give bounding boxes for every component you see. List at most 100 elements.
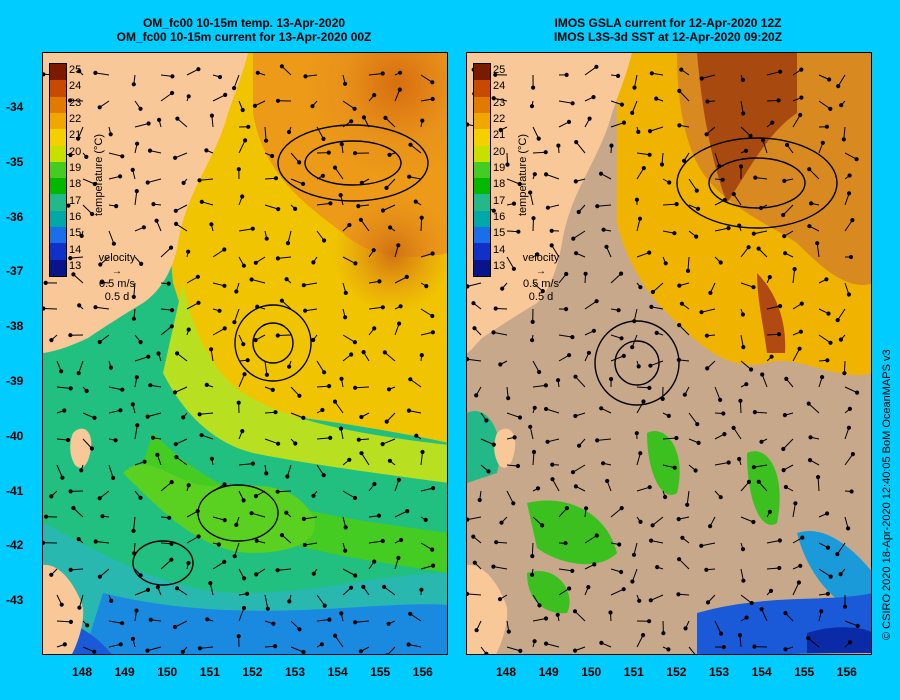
- velocity-vector-head: [517, 415, 523, 420]
- velocity-vector-head: [396, 243, 401, 248]
- velocity-vector-head: [836, 83, 841, 89]
- velocity-vector-head: [186, 249, 191, 254]
- velocity-vector-head: [751, 519, 756, 525]
- velocity-vector-head: [222, 518, 227, 523]
- velocity-vector-head: [683, 626, 688, 631]
- velocity-vector-head: [816, 475, 821, 480]
- velocity-vector: [818, 334, 831, 344]
- velocity-vector-head: [320, 173, 325, 178]
- velocity-vector: [316, 594, 326, 606]
- colorbar-tick-label: 13: [69, 259, 82, 272]
- velocity-vector-head: [667, 180, 672, 185]
- velocity-vector: [572, 464, 586, 473]
- velocity-vector: [420, 217, 423, 232]
- velocity-vector-head: [62, 408, 67, 413]
- velocity-vector-head: [676, 592, 681, 597]
- velocity-vector-head: [699, 543, 704, 548]
- velocity-vector-head: [850, 218, 855, 223]
- velocity-vector-head: [564, 271, 569, 277]
- velocity-vector: [238, 374, 245, 388]
- velocity-vector-head: [647, 250, 652, 255]
- left-map-panel: [42, 52, 448, 655]
- velocity-vector: [95, 72, 110, 76]
- velocity-vector-head: [245, 591, 250, 596]
- velocity-vector-head: [759, 439, 764, 444]
- velocity-vector-head: [71, 505, 76, 511]
- velocity-vector-head: [781, 468, 786, 473]
- velocity-vector-head: [704, 132, 709, 137]
- velocity-vector: [95, 306, 110, 310]
- velocity-vector-head: [718, 260, 723, 265]
- velocity-vector-head: [550, 462, 555, 467]
- velocity-vector-head: [197, 178, 202, 183]
- right-velocity-vectors: [467, 64, 860, 654]
- velocity-vector-head: [563, 541, 568, 546]
- velocity-vector: [212, 483, 225, 492]
- velocity-vector: [740, 360, 752, 370]
- velocity-vector-head: [59, 369, 64, 374]
- velocity-vector-head: [749, 601, 754, 606]
- velocity-vector-head: [49, 572, 54, 577]
- velocity-vector-head: [297, 627, 302, 632]
- velocity-vector-head: [186, 483, 191, 488]
- velocity-vector: [740, 126, 751, 137]
- velocity-vector: [361, 452, 370, 466]
- velocity-vector-head: [634, 431, 639, 436]
- latitude-tick-label: -42: [6, 538, 24, 553]
- velocity-vector: [844, 386, 858, 394]
- velocity-vector: [545, 408, 560, 414]
- velocity-vector: [82, 178, 95, 185]
- velocity-vector-head: [285, 241, 291, 246]
- velocity-vector-head: [467, 357, 470, 362]
- velocity-vector: [334, 167, 344, 180]
- velocity-vector-head: [209, 347, 214, 352]
- velocity-vector-head: [855, 623, 860, 629]
- velocity-vector-head: [740, 77, 745, 82]
- velocity-vector: [264, 204, 279, 210]
- velocity-vector-head: [62, 642, 67, 647]
- velocity-vector-head: [842, 604, 848, 609]
- velocity-vector-head: [499, 520, 504, 525]
- velocity-vector-head: [638, 285, 643, 290]
- velocity-vector: [636, 634, 644, 648]
- velocity-vector-head: [97, 574, 102, 579]
- velocity-vector: [531, 542, 534, 557]
- velocity-vector-head: [493, 72, 498, 77]
- velocity-vector-head: [530, 338, 535, 343]
- velocity-vector-head: [264, 372, 269, 377]
- velocity-vector-head: [825, 358, 830, 363]
- velocity-vector-head: [253, 260, 258, 265]
- velocity-vector-head: [841, 137, 846, 142]
- velocity-vector-head: [849, 489, 854, 494]
- left-colorbar-ticks: 25 24 23 22 21 20 19 18 17 16 15 14 13: [69, 61, 99, 277]
- left-velocity-legend: velocity → 0.5 m/s 0.5 d: [92, 252, 142, 304]
- velocity-vector-head: [353, 385, 358, 390]
- velocity-vector: [678, 90, 690, 102]
- velocity-vector-head: [672, 465, 677, 470]
- velocity-vector-head: [471, 301, 476, 306]
- longitude-tick-label: 156: [412, 665, 433, 679]
- colorbar-swatch: [50, 96, 66, 113]
- velocity-vector: [652, 516, 664, 526]
- velocity-vector-head: [139, 261, 144, 266]
- velocity-vector-head: [339, 142, 344, 147]
- colorbar-swatch: [474, 80, 490, 97]
- colorbar-swatch: [474, 64, 490, 81]
- velocity-vector-head: [49, 494, 54, 499]
- velocity-vector-head: [676, 357, 681, 362]
- colorbar-tick-label: 16: [493, 210, 506, 223]
- velocity-vector-head: [545, 205, 551, 210]
- velocity-vector-head: [372, 481, 377, 487]
- velocity-vector: [467, 282, 482, 287]
- velocity-vector-head: [776, 332, 782, 337]
- velocity-vector-head: [638, 519, 643, 524]
- velocity-vector-head: [650, 289, 655, 295]
- velocity-vector-head: [79, 233, 84, 238]
- velocity-vector: [766, 71, 781, 76]
- velocity-vector-head: [311, 260, 316, 265]
- velocity-vector-head: [592, 562, 597, 567]
- velocity-vector: [610, 588, 624, 596]
- right-map: [467, 53, 871, 654]
- velocity-vector-head: [359, 451, 364, 456]
- velocity-vector-head: [254, 538, 259, 543]
